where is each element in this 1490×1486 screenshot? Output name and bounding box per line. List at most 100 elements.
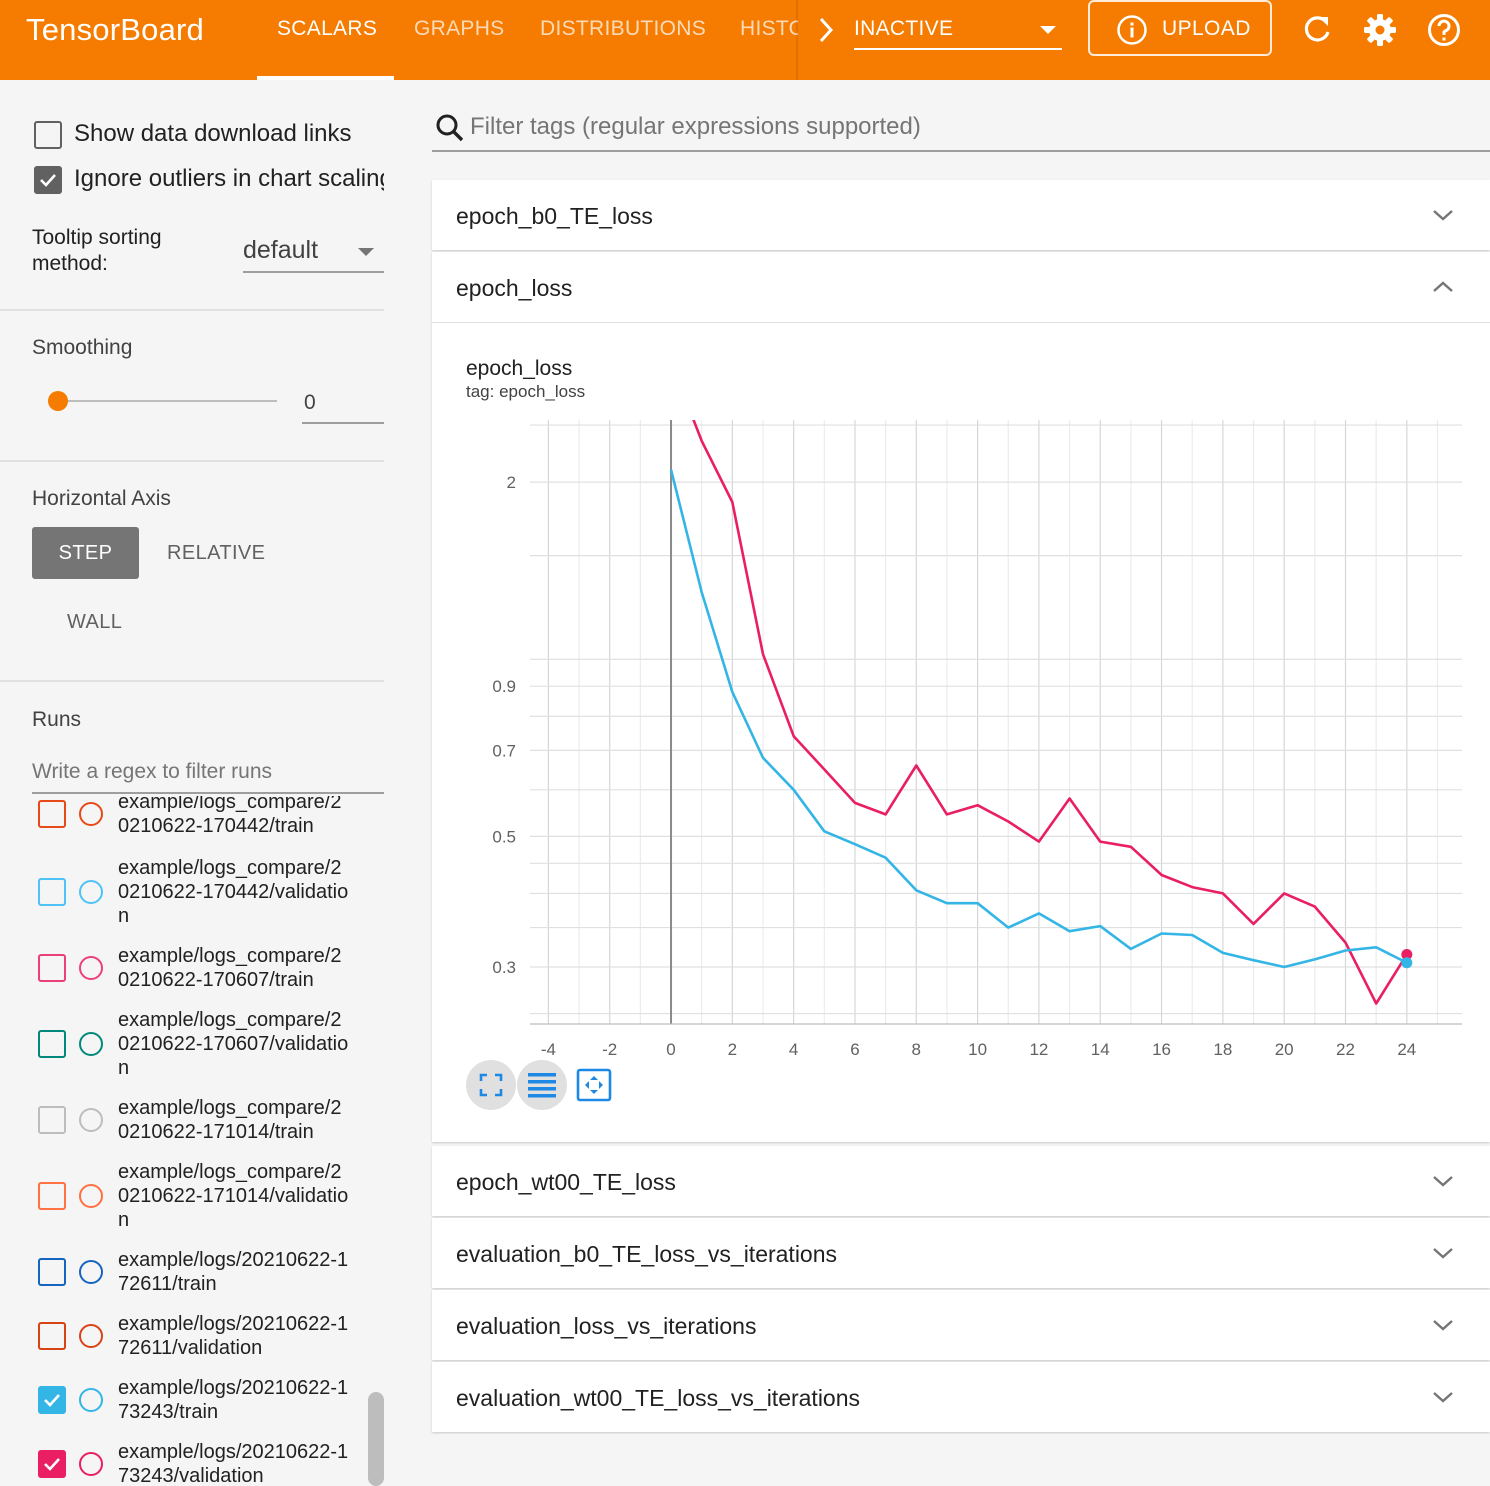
inactive-select-label: INACTIVE (854, 17, 954, 40)
tooltip-sorting-value: default (243, 236, 319, 264)
runs-filter-input[interactable]: Write a regex to filter runs (32, 752, 384, 794)
caret-down-icon (358, 248, 374, 256)
run-row[interactable]: example/logs_compare/2 0210622-170607/tra… (0, 938, 384, 1026)
run-color-radio[interactable] (79, 802, 103, 826)
chevron-down-icon[interactable] (1432, 1174, 1454, 1188)
refresh-icon[interactable] (1297, 10, 1337, 50)
list-lines-icon (528, 1073, 556, 1098)
runs-filter-placeholder: Write a regex to filter runs (32, 760, 273, 783)
run-label: example/logs/20210622-1 (118, 1441, 349, 1463)
caret-down-icon (1040, 26, 1056, 34)
tooltip-sorting-select[interactable]: default (243, 233, 384, 273)
x-tick-label: 6 (850, 1040, 859, 1059)
card-title: epoch_wt00_TE_loss (456, 1169, 676, 1195)
chevron-down-icon[interactable] (1432, 208, 1454, 222)
tag-card-evaluation-loss[interactable]: evaluation_loss_vs_iterations (432, 1290, 1490, 1360)
run-label: example/logs_compare/2 (118, 1097, 342, 1119)
tag-card-evaluation-b0[interactable]: evaluation_b0_TE_loss_vs_iterations (432, 1218, 1490, 1288)
toggle-log-scale-button[interactable] (517, 1060, 567, 1110)
tag-card-epoch-wt00-te-loss[interactable]: epoch_wt00_TE_loss (432, 1146, 1490, 1216)
run-color-radio[interactable] (79, 1184, 103, 1208)
ignore-outliers-checkbox[interactable] (34, 166, 62, 194)
tab-distributions[interactable]: DISTRIBUTIONS (540, 17, 707, 40)
fullscreen-button[interactable] (466, 1060, 516, 1110)
axis-relative-button[interactable]: RELATIVE (167, 542, 266, 564)
run-row[interactable]: example/logs_compare/2 0210622-170442/val… (0, 850, 384, 938)
series-line-1 (669, 469, 1408, 969)
tag-filter-input[interactable]: Filter tags (regular expressions support… (432, 106, 1490, 152)
card-title: evaluation_loss_vs_iterations (456, 1313, 757, 1339)
run-checkbox[interactable] (38, 1182, 66, 1210)
run-label: 72611/train (118, 1273, 217, 1295)
chevron-up-icon[interactable] (1432, 280, 1454, 294)
smoothing-slider-thumb[interactable] (48, 391, 68, 411)
run-checkbox[interactable] (38, 1258, 66, 1286)
run-color-radio[interactable] (79, 1032, 103, 1056)
smoothing-slider-track[interactable] (58, 400, 277, 402)
tag-card-epoch-loss: epoch_loss (432, 252, 1490, 1142)
smoothing-value-input[interactable]: 0 (302, 386, 384, 424)
search-icon (436, 114, 464, 142)
run-checkbox[interactable] (38, 1106, 66, 1134)
x-tick-label: 18 (1213, 1040, 1232, 1059)
series-last-point-0 (1401, 948, 1413, 960)
chevron-right-icon[interactable] (812, 12, 842, 48)
divider (0, 309, 384, 311)
runs-list: example/logs_compare/2 0210622-170442/tra… (0, 796, 384, 1486)
y-tick-label: 2 (507, 473, 516, 492)
tooltip-sorting-label-2: method: (32, 252, 108, 275)
run-row[interactable]: example/logs_compare/2 0210622-171014/val… (0, 1154, 384, 1242)
tag-card-epoch-b0-te-loss[interactable]: epoch_b0_TE_loss (432, 180, 1490, 250)
run-row[interactable]: example/logs_compare/2 0210622-171014/tra… (0, 1090, 384, 1178)
info-icon (1117, 15, 1147, 45)
run-color-radio[interactable] (79, 1260, 103, 1284)
run-row[interactable]: example/logs/20210622-1 72611/train (0, 1242, 384, 1330)
run-row[interactable]: example/logs/20210622-1 72611/validation (0, 1306, 384, 1394)
run-color-radio[interactable] (79, 1388, 103, 1412)
axis-wall-button[interactable]: WALL (67, 611, 123, 633)
run-color-radio[interactable] (79, 1324, 103, 1348)
epoch-loss-chart[interactable]: -4 -2 0 2 4 6 8 10 12 14 16 18 20 22 240.30.50.70.92 (432, 400, 1482, 1064)
chevron-down-icon[interactable] (1432, 1318, 1454, 1332)
x-tick-label: -2 (602, 1040, 617, 1059)
run-checkbox[interactable] (38, 1450, 66, 1478)
fit-domain-icon[interactable] (576, 1068, 612, 1102)
y-tick-label: 0.3 (492, 958, 516, 977)
tab-histograms[interactable]: HISTOGRAMS (740, 17, 798, 40)
run-label: 73243/validation (118, 1465, 264, 1486)
run-checkbox[interactable] (38, 878, 66, 906)
runs-scrollbar[interactable] (368, 1392, 384, 1486)
run-color-radio[interactable] (79, 1452, 103, 1476)
x-tick-label: -4 (541, 1040, 556, 1059)
series-last-point-1 (1401, 957, 1413, 969)
help-icon[interactable] (1424, 10, 1464, 50)
run-label: example/logs_compare/2 (118, 857, 342, 879)
run-checkbox[interactable] (38, 1386, 66, 1414)
run-row[interactable]: example/logs/20210622-1 73243/train (0, 1370, 384, 1458)
upload-label: UPLOAD (1162, 17, 1251, 40)
run-checkbox[interactable] (38, 1322, 66, 1350)
run-checkbox[interactable] (38, 954, 66, 982)
gear-icon[interactable] (1360, 10, 1400, 50)
run-color-radio[interactable] (79, 956, 103, 980)
run-checkbox[interactable] (38, 800, 66, 828)
axis-step-button[interactable]: STEP (32, 527, 139, 579)
run-row[interactable]: example/logs_compare/2 0210622-170442/tra… (0, 796, 384, 872)
tab-graphs[interactable]: GRAPHS (414, 17, 505, 40)
x-tick-label: 10 (968, 1040, 987, 1059)
run-row[interactable]: example/logs_compare/2 0210622-170607/val… (0, 1002, 384, 1090)
run-row[interactable]: example/logs/20210622-1 73243/validation (0, 1434, 384, 1486)
run-color-radio[interactable] (79, 1108, 103, 1132)
tag-card-evaluation-wt00[interactable]: evaluation_wt00_TE_loss_vs_iterations (432, 1362, 1490, 1432)
upload-button[interactable]: UPLOAD (1088, 0, 1272, 56)
show-download-links-checkbox[interactable] (34, 121, 62, 149)
tab-scalars[interactable]: SCALARS (277, 17, 378, 40)
chevron-down-icon[interactable] (1432, 1390, 1454, 1404)
run-color-radio[interactable] (79, 880, 103, 904)
chevron-down-icon[interactable] (1432, 1246, 1454, 1260)
run-label: example/logs_compare/2 (118, 1009, 342, 1031)
run-checkbox[interactable] (38, 1030, 66, 1058)
inactive-plugins-select[interactable]: INACTIVE (854, 12, 1062, 50)
run-label: example/logs_compare/2 (118, 1161, 342, 1183)
chart-title: epoch_loss (466, 357, 573, 380)
